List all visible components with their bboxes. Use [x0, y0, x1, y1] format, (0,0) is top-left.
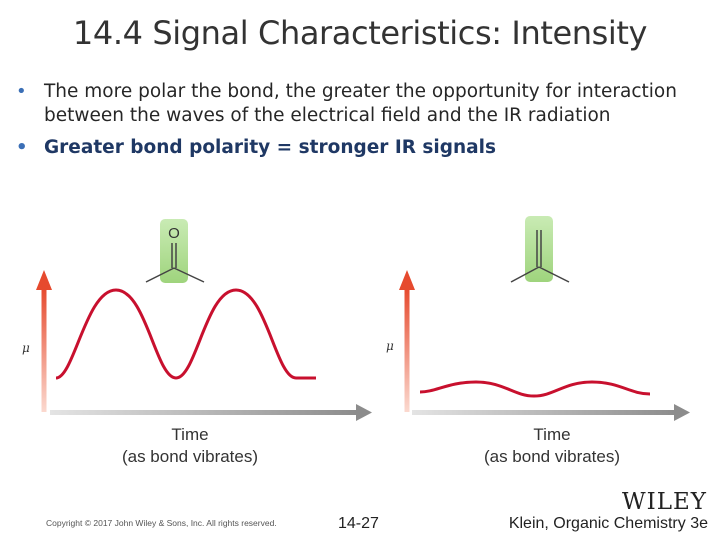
large-amplitude-wave	[55, 288, 316, 380]
time-axis-arrowhead	[356, 404, 372, 421]
bullet-dot-icon: •	[16, 81, 27, 102]
time-axis-arrowhead	[674, 404, 690, 421]
dipole-axis-arrow	[404, 288, 410, 412]
slide-number: 14-27	[338, 515, 379, 532]
nonpolar-bond-diagram: μ Time (as bond vibrates)	[386, 216, 690, 466]
single-bond-line	[538, 266, 570, 283]
time-axis-arrow	[412, 410, 676, 415]
time-label: Time	[533, 425, 570, 444]
book-reference: Klein, Organic Chemistry 3e	[508, 515, 708, 532]
single-bond-line	[510, 266, 540, 283]
time-label: Time	[171, 425, 208, 444]
dipole-axis-label: μ	[386, 339, 394, 353]
bullet-text: The more polar the bond, the greater the…	[44, 81, 677, 126]
time-sublabel: (as bond vibrates)	[484, 447, 620, 466]
copyright-notice: Copyright © 2017 John Wiley & Sons, Inc.…	[46, 518, 277, 528]
bond-highlight-box	[525, 216, 553, 282]
dipole-axis-arrowhead	[399, 270, 415, 290]
single-bond-line	[173, 267, 205, 283]
bond-highlight-box	[160, 219, 188, 283]
publisher-logo: WILEY	[622, 489, 707, 515]
bullet-item: • The more polar the bond, the greater t…	[16, 80, 706, 128]
bullet-dot-icon: •	[16, 137, 28, 158]
dipole-axis-label: μ	[22, 341, 30, 355]
small-amplitude-wave	[419, 380, 651, 398]
single-bond-line	[145, 267, 175, 283]
dipole-axis-arrow	[41, 288, 47, 412]
time-sublabel: (as bond vibrates)	[122, 447, 258, 466]
slide-title: 14.4 Signal Characteristics: Intensity	[72, 14, 648, 52]
bullet-text: Greater bond polarity = stronger IR sign…	[44, 137, 497, 158]
bullet-item: • Greater bond polarity = stronger IR si…	[16, 136, 706, 160]
time-axis-arrow	[50, 410, 358, 415]
bullet-list: • The more polar the bond, the greater t…	[16, 80, 706, 168]
polar-bond-diagram: O μ Time (as bond vibrates)	[22, 219, 372, 466]
oxygen-atom-label: O	[168, 225, 180, 242]
dipole-axis-arrowhead	[36, 270, 52, 290]
